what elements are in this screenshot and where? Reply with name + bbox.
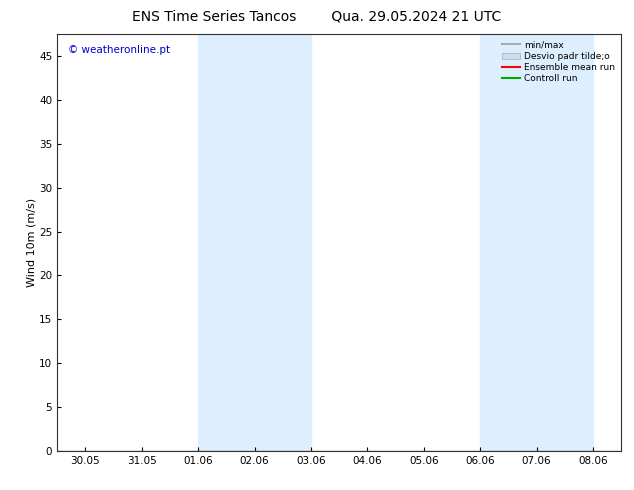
Y-axis label: Wind 10m (m/s): Wind 10m (m/s) bbox=[26, 198, 36, 287]
Text: © weatheronline.pt: © weatheronline.pt bbox=[68, 45, 171, 55]
Legend: min/max, Desvio padr tilde;o, Ensemble mean run, Controll run: min/max, Desvio padr tilde;o, Ensemble m… bbox=[500, 39, 617, 85]
Bar bbox=[481, 34, 593, 451]
Text: ENS Time Series Tancos        Qua. 29.05.2024 21 UTC: ENS Time Series Tancos Qua. 29.05.2024 2… bbox=[133, 10, 501, 24]
Bar bbox=[198, 34, 311, 451]
